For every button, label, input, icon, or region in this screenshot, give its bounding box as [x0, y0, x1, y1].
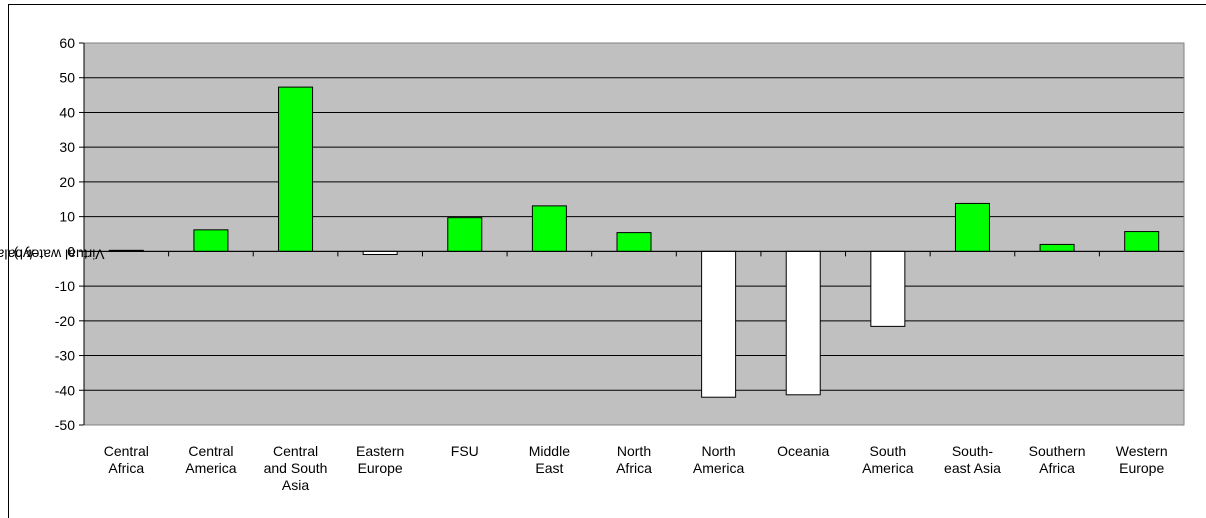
bar — [531, 205, 567, 252]
y-tick-label: -30 — [55, 348, 75, 364]
bar — [447, 217, 483, 252]
x-tick-label: Eastern Europe — [356, 443, 404, 476]
y-tick-label: 30 — [59, 139, 75, 155]
y-axis-label-suffix: /yr) — [13, 246, 34, 263]
y-tick-label: -40 — [55, 382, 75, 398]
bar — [785, 250, 821, 396]
y-tick-label: 10 — [59, 209, 75, 225]
y-tick-label: -10 — [55, 278, 75, 294]
x-tick-label: South America — [862, 443, 914, 476]
bar — [954, 202, 990, 252]
x-tick-label: Oceania — [777, 443, 829, 459]
x-tick-label: Central and South Asia — [264, 443, 328, 493]
y-tick-label: 50 — [59, 70, 75, 86]
y-tick-label: -50 — [55, 417, 75, 433]
x-tick-label: North America — [693, 443, 745, 476]
y-tick-label: 60 — [59, 35, 75, 51]
x-tick-label: FSU — [451, 443, 479, 459]
x-tick-label: Southern Africa — [1029, 443, 1086, 476]
bar — [278, 86, 314, 252]
y-tick-label: 0 — [67, 243, 75, 259]
x-tick-label: North Africa — [616, 443, 652, 476]
y-tick-label: -20 — [55, 313, 75, 329]
bar — [701, 250, 737, 398]
bar — [193, 229, 229, 252]
bar — [870, 250, 906, 327]
y-tick-label: 20 — [59, 174, 75, 190]
x-tick-label: South-east Asia — [944, 443, 1001, 476]
x-tick-label: Western Europe — [1116, 443, 1168, 476]
bar — [1124, 231, 1160, 252]
bar — [616, 232, 652, 252]
chart-frame — [8, 4, 1206, 518]
x-tick-label: Central America — [185, 443, 237, 476]
bar — [1039, 243, 1075, 252]
y-tick-label: 40 — [59, 104, 75, 120]
x-tick-label: Middle East — [529, 443, 570, 476]
x-tick-label: Central Africa — [104, 443, 149, 476]
